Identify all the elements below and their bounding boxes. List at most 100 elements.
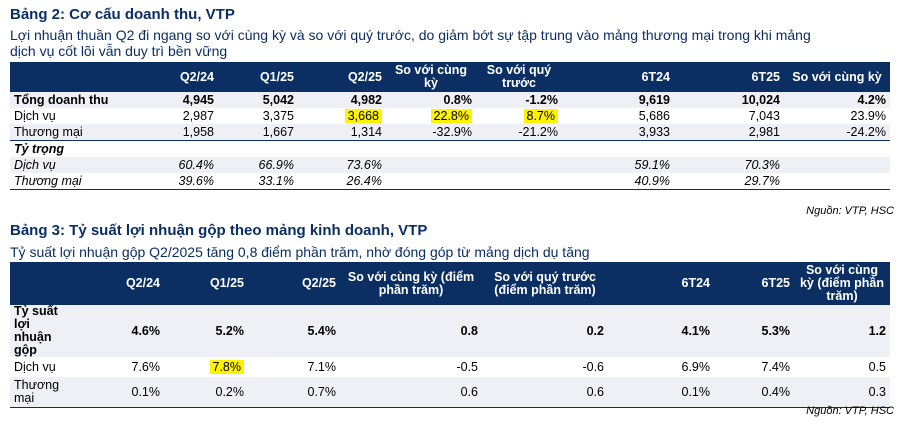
row-label: Dịch vụ [14,109,56,123]
cell: 5.2% [164,305,248,357]
table2-subtitle-line1: Lợi nhuận thuần Q2 đi ngang so với cùng … [10,27,811,43]
cell [784,173,890,190]
table2-header-3: Q2/25 [298,62,386,92]
cell: 4,982 [298,92,386,108]
table3: Q2/24 Q1/25 Q2/25 So với cùng kỳ (điểm p… [10,262,890,408]
cell: 6.9% [681,360,711,374]
table-row: Tỷ suất lợi nhuận gộp 4.6% 5.2% 5.4% 0.8… [10,305,890,357]
table3-header-7: 6T25 [714,262,794,305]
table3-header-5: So với quý trước (điểm phần trăm) [482,262,608,305]
row-label: Thương mại [10,377,72,408]
table3-header-4: So với cùng kỳ (điểm phần trăm) [340,262,482,305]
cell: 0.1% [72,377,164,408]
table2-header-2: Q1/25 [218,62,298,92]
highlight-mark: 7.8% [209,360,244,374]
cell: 4.1% [608,305,714,357]
table-row: Tổng doanh thu 4,945 5,042 4,982 0.8% -1… [10,92,890,108]
table2-header-8: So với cùng kỳ [784,62,890,92]
cell: 1,314 [298,124,386,141]
highlight-mark: 8.7% [523,109,558,123]
cell: 9,619 [562,92,674,108]
cell [386,157,476,173]
table-row: Thương mại 1,958 1,667 1,314 -32.9% -21.… [10,124,890,141]
cell: 66.9% [218,157,298,173]
table2-header-4: So với cùng kỳ [386,62,476,92]
table2-title: Bảng 2: Cơ cấu doanh thu, VTP [10,6,235,23]
cell: 59.1% [562,157,674,173]
table-row: Thương mại 39.6% 33.1% 26.4% 40.9% 29.7% [10,173,890,190]
cell: 0.8% [386,92,476,108]
cell: 33.1% [218,173,298,190]
table3-header-2: Q1/25 [164,262,248,305]
table3-header-6: 6T24 [608,262,714,305]
table2-source: Nguồn: VTP, HSC [806,205,894,217]
cell: 3,933 [562,124,674,141]
cell: 4.2% [784,92,890,108]
cell [386,141,476,158]
cell: 0.6 [340,377,482,408]
cell [218,141,298,158]
cell: 0.3 [794,377,890,408]
highlight-mark: 22.8% [430,109,472,123]
cell: 0.2% [164,377,248,408]
cell: 23.9% [850,109,886,123]
cell [386,173,476,190]
cell: 0.2 [482,305,608,357]
cell: 4.6% [72,305,164,357]
cell-highlighted: 8.7% [476,108,562,124]
cell: 60.4% [118,157,218,173]
table3-header-0 [10,262,72,305]
cell [476,157,562,173]
cell: 5.4% [248,305,340,357]
highlight-mark: 3,668 [344,109,382,123]
cell: 26.4% [298,173,386,190]
cell: 2,987 [182,109,214,123]
cell [118,141,218,158]
table2-header-6: 6T24 [562,62,674,92]
row-label: Thương mại [10,173,118,190]
table2-subtitle-line2: dịch vụ cốt lõi vẫn duy trì bền vững [10,43,228,59]
cell: 5,042 [218,92,298,108]
cell: 39.6% [118,173,218,190]
cell: -32.9% [386,124,476,141]
table3-source: Nguồn: VTP, HSC [806,405,894,417]
cell: 1.2 [794,305,890,357]
cell: 40.9% [562,173,674,190]
table2-header-1: Q2/24 [118,62,218,92]
cell: 1,667 [218,124,298,141]
cell: -21.2% [476,124,562,141]
cell [476,141,562,158]
cell: 0.5 [868,360,886,374]
cell: 7.1% [307,360,337,374]
cell: -0.5 [456,360,478,374]
row-label: Tỷ suất lợi nhuận gộp [10,305,72,357]
cell-highlighted: 3,668 [298,108,386,124]
cell: 5.3% [714,305,794,357]
row-label: Dịch vụ [14,359,56,374]
row-label: Dịch vụ [10,157,118,173]
table-row: Thương mại 0.1% 0.2% 0.7% 0.6 0.6 0.1% 0… [10,377,890,408]
table3-header-8: So với cùng kỳ (điểm phần trăm) [794,262,890,305]
table-row: Dịch vụ 60.4% 66.9% 73.6% 59.1% 70.3% [10,157,890,173]
row-label: Tỷ trọng [14,142,64,156]
row-label: Thương mại [10,124,118,141]
cell-highlighted: 7.8% [164,357,248,377]
cell: 0.7% [248,377,340,408]
table3-header-row: Q2/24 Q1/25 Q2/25 So với cùng kỳ (điểm p… [10,262,890,305]
table-row: Dịch vụ 2,987 3,375 3,668 22.8% 8.7% 5,6… [10,108,890,124]
cell [476,173,562,190]
cell: 4,945 [118,92,218,108]
table-row: Tỷ trọng [10,141,890,158]
cell: 3,375 [262,109,294,123]
cell: 0.4% [714,377,794,408]
cell: -1.2% [476,92,562,108]
table3-title: Bảng 3: Tỷ suất lợi nhuận gộp theo mảng … [10,222,428,239]
cell [298,141,386,158]
cell: 0.1% [608,377,714,408]
table3-header-3: Q2/25 [248,262,340,305]
cell: 73.6% [298,157,386,173]
cell: 5,686 [638,109,670,123]
row-label: Tổng doanh thu [10,92,118,108]
cell: -24.2% [784,124,890,141]
